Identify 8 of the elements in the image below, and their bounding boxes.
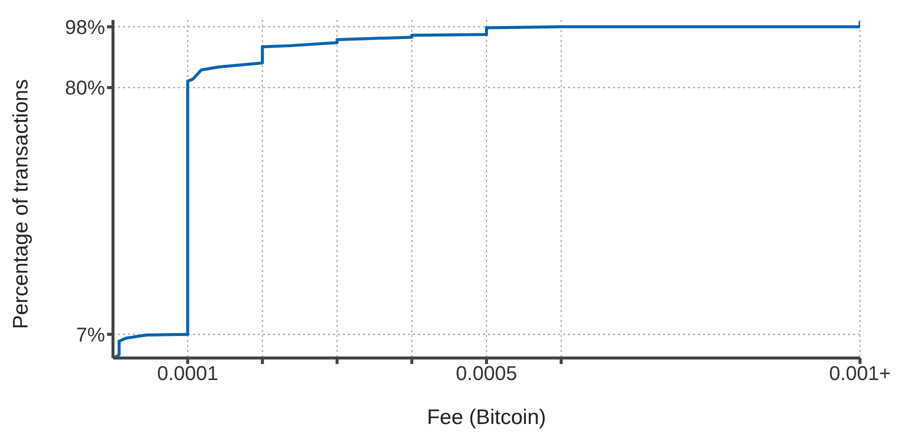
x-tick-label: 0.001+ [829,363,891,386]
y-tick-label: 7% [76,324,106,346]
y-tick-label: 80% [64,78,106,100]
x-tick-label: 0.0005 [456,363,518,386]
y-axis-title: Percentage of transactions [9,79,32,329]
x-axis-title: Fee (Bitcoin) [426,406,546,429]
y-tick-label: 98% [64,16,106,39]
x-tick-label: 0.0001 [157,363,218,386]
